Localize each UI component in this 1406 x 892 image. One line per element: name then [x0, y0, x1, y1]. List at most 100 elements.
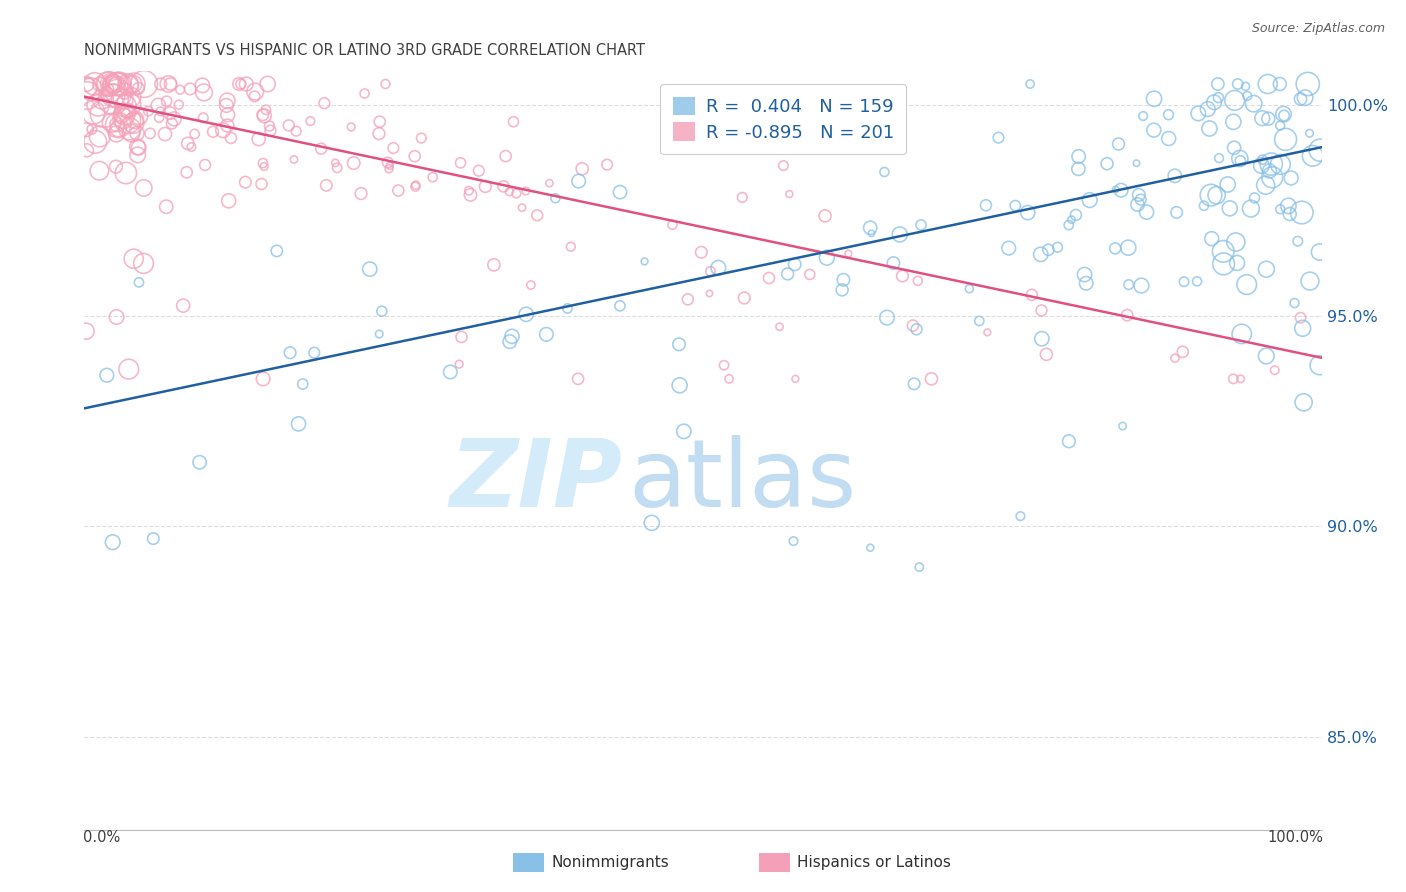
- Point: [83, 77, 105, 91]
- Point: [105, 77, 128, 91]
- Point: [1229, 153, 1251, 168]
- Point: [1164, 351, 1187, 366]
- Point: [1029, 247, 1052, 261]
- Point: [1226, 77, 1249, 91]
- Point: [97, 82, 120, 96]
- Point: [169, 83, 191, 97]
- Point: [1198, 121, 1220, 136]
- Point: [1250, 159, 1272, 173]
- Point: [259, 124, 281, 138]
- Point: [1064, 208, 1087, 222]
- Text: ZIP: ZIP: [450, 434, 623, 527]
- Point: [101, 77, 124, 91]
- Point: [515, 184, 537, 198]
- Point: [252, 108, 274, 122]
- Point: [1104, 182, 1126, 196]
- Point: [1078, 193, 1101, 207]
- Point: [1291, 321, 1313, 335]
- Point: [252, 372, 274, 386]
- Point: [1222, 372, 1244, 386]
- Point: [889, 227, 911, 242]
- Point: [1185, 274, 1208, 288]
- Point: [1299, 274, 1322, 288]
- Point: [340, 120, 363, 134]
- Point: [1135, 205, 1157, 219]
- Point: [80, 122, 103, 136]
- Point: [278, 345, 301, 359]
- Point: [1206, 77, 1229, 91]
- Point: [1277, 199, 1299, 213]
- Point: [699, 286, 721, 301]
- Point: [89, 77, 111, 91]
- Point: [1234, 79, 1257, 94]
- Point: [1031, 332, 1053, 346]
- Point: [112, 112, 135, 126]
- Point: [76, 80, 98, 95]
- Point: [148, 111, 170, 125]
- Point: [104, 160, 127, 174]
- Point: [831, 283, 853, 297]
- Point: [1031, 303, 1053, 318]
- Point: [111, 107, 134, 121]
- Point: [449, 357, 471, 371]
- Point: [515, 307, 537, 321]
- Point: [859, 541, 882, 555]
- Point: [1230, 326, 1253, 341]
- Point: [217, 108, 239, 122]
- Point: [1270, 202, 1292, 217]
- Point: [132, 181, 155, 195]
- Point: [1173, 275, 1195, 289]
- Point: [1095, 157, 1118, 171]
- Point: [1279, 171, 1302, 186]
- Point: [1046, 240, 1069, 254]
- Point: [876, 310, 898, 325]
- Point: [1157, 131, 1180, 145]
- Point: [325, 156, 347, 170]
- Point: [235, 175, 257, 189]
- Point: [495, 149, 517, 163]
- Point: [1257, 112, 1279, 126]
- Point: [1104, 241, 1126, 255]
- Point: [987, 130, 1010, 145]
- Point: [84, 135, 107, 149]
- Point: [250, 177, 273, 191]
- Point: [374, 77, 396, 91]
- Point: [243, 89, 266, 103]
- Point: [1229, 152, 1251, 166]
- Point: [132, 77, 155, 91]
- Text: Nonimmigrants: Nonimmigrants: [551, 855, 669, 870]
- Point: [163, 112, 186, 126]
- Point: [128, 81, 150, 95]
- Point: [1254, 178, 1277, 193]
- Point: [299, 114, 322, 128]
- Point: [1166, 205, 1188, 219]
- Point: [731, 190, 754, 204]
- Point: [256, 77, 278, 91]
- Point: [76, 144, 98, 158]
- Point: [860, 108, 883, 122]
- Point: [259, 119, 281, 133]
- Point: [1309, 244, 1331, 259]
- Point: [717, 372, 740, 386]
- Point: [1109, 183, 1132, 197]
- Point: [1057, 434, 1080, 449]
- Point: [404, 149, 426, 163]
- Point: [101, 535, 124, 549]
- Point: [277, 119, 299, 133]
- Point: [905, 322, 928, 336]
- Text: Source: ZipAtlas.com: Source: ZipAtlas.com: [1251, 22, 1385, 36]
- Point: [188, 455, 211, 469]
- Point: [856, 133, 879, 147]
- Point: [641, 516, 664, 530]
- Point: [283, 153, 305, 167]
- Point: [908, 560, 931, 574]
- Point: [768, 319, 790, 334]
- Point: [266, 244, 288, 258]
- Point: [785, 372, 807, 386]
- Point: [832, 273, 855, 287]
- Point: [104, 77, 127, 91]
- Point: [1212, 244, 1234, 259]
- Point: [1129, 193, 1152, 207]
- Point: [492, 179, 515, 194]
- Point: [1258, 164, 1281, 178]
